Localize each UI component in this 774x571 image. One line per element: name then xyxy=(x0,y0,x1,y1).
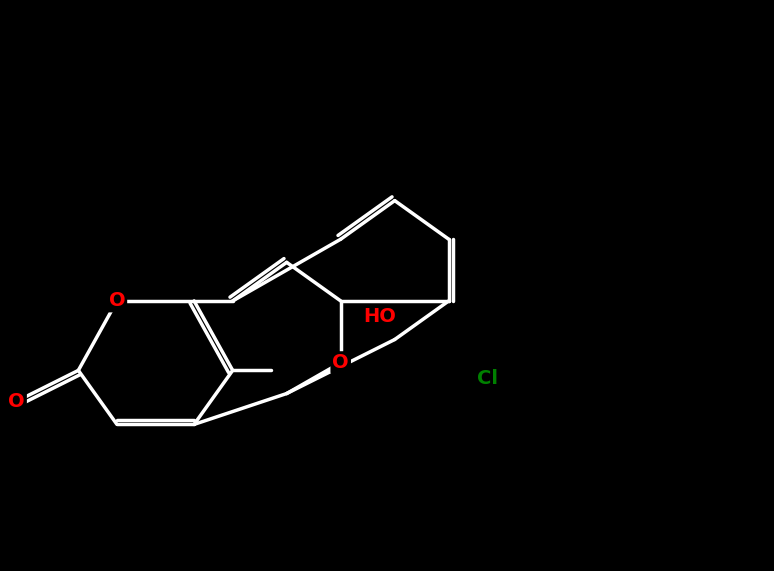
Text: Cl: Cl xyxy=(477,369,498,388)
Text: O: O xyxy=(108,291,125,311)
Text: O: O xyxy=(332,353,349,372)
Text: HO: HO xyxy=(363,307,396,326)
Text: O: O xyxy=(9,392,25,411)
